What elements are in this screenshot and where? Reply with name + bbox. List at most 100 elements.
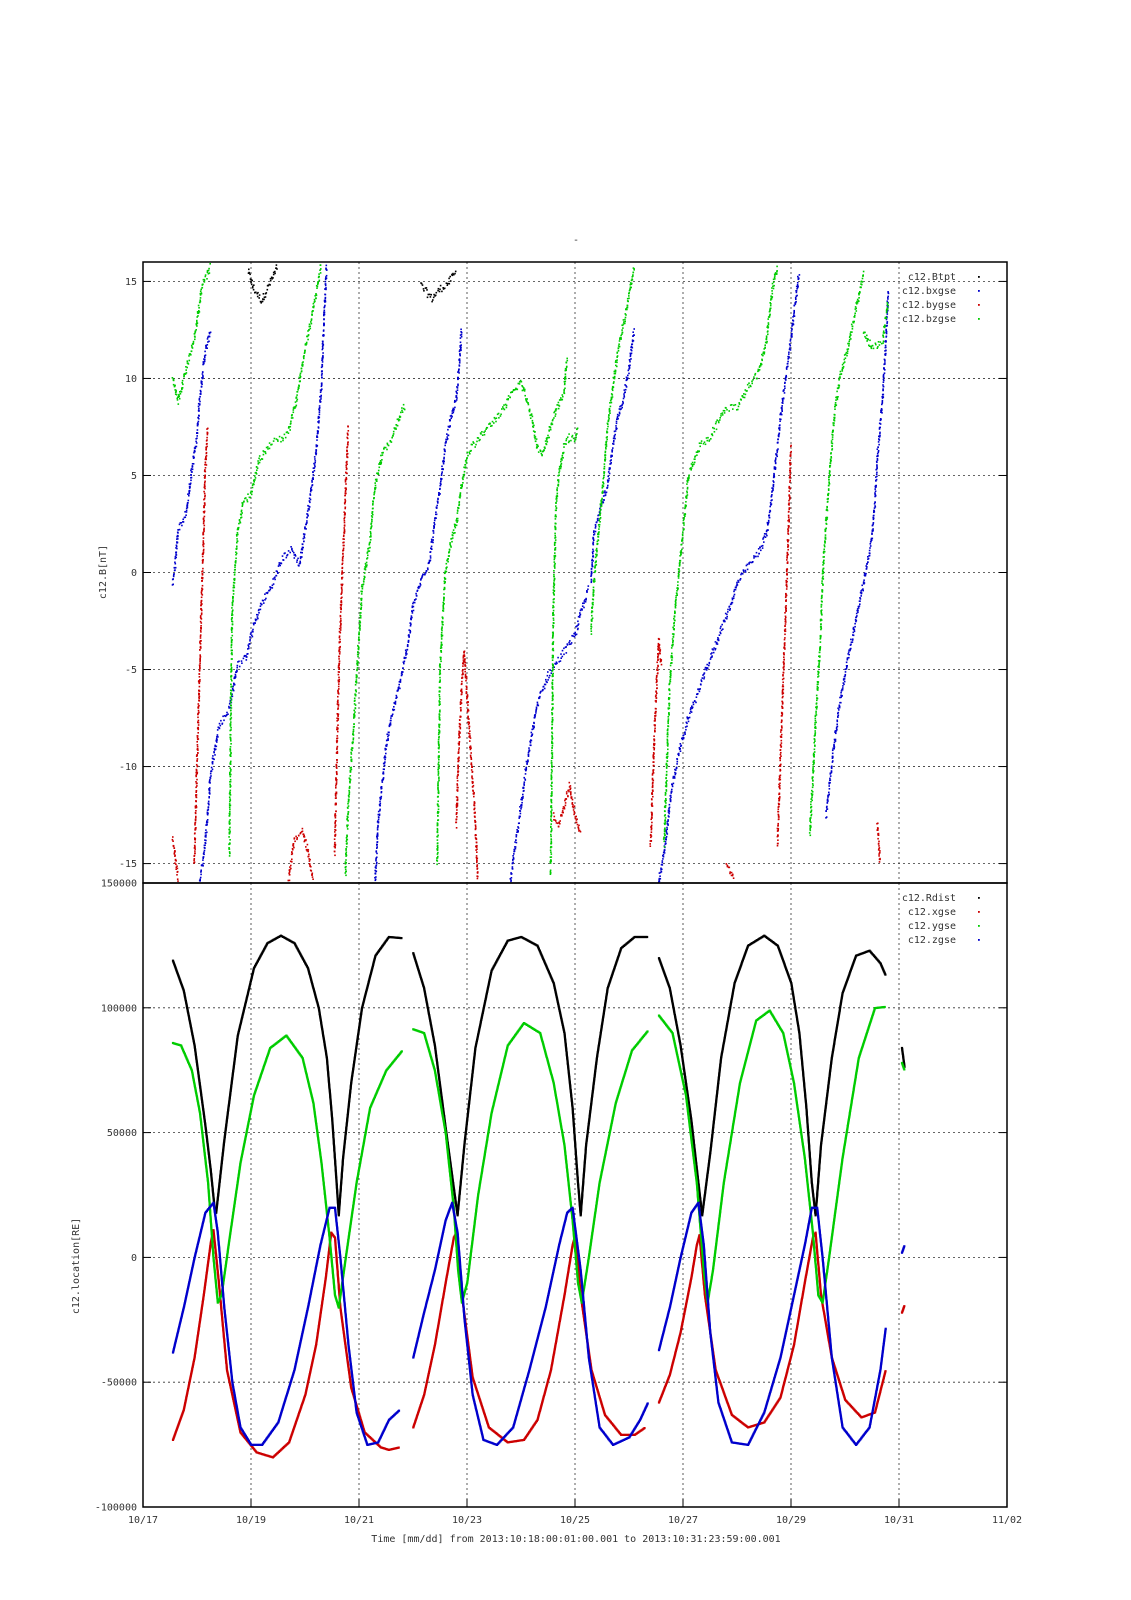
data-point <box>205 834 207 836</box>
data-point <box>458 743 460 746</box>
data-point <box>691 707 693 710</box>
data-point <box>459 334 462 336</box>
data-point <box>785 376 788 378</box>
data-point <box>781 692 784 694</box>
data-point <box>311 481 313 483</box>
data-point <box>339 645 341 648</box>
data-point <box>196 778 198 781</box>
data-point <box>443 456 445 459</box>
data-point <box>881 393 884 396</box>
data-point <box>205 451 208 454</box>
data-point <box>859 603 861 605</box>
data-point <box>650 798 653 800</box>
data-point <box>537 704 540 707</box>
data-point <box>308 323 311 326</box>
data-point <box>739 578 742 580</box>
data-point <box>399 678 402 681</box>
data-point <box>655 679 658 681</box>
data-point <box>290 861 293 863</box>
data-point <box>785 588 788 590</box>
data-point <box>352 737 355 739</box>
data-point <box>214 744 216 747</box>
data-point <box>590 567 593 570</box>
data-point <box>292 409 295 411</box>
data-point <box>252 630 254 633</box>
data-point <box>779 753 782 756</box>
data-point <box>705 669 708 671</box>
data-point <box>474 837 477 839</box>
data-point <box>346 817 349 820</box>
data-point <box>343 544 345 547</box>
data-point <box>229 808 231 811</box>
data-point <box>476 861 478 864</box>
data-point <box>197 405 200 408</box>
data-point <box>338 660 341 662</box>
data-point <box>307 850 309 853</box>
data-point <box>301 547 303 550</box>
data-point <box>348 798 350 801</box>
data-point <box>792 316 794 318</box>
data-point <box>264 452 267 455</box>
data-point <box>202 517 205 519</box>
data-point <box>171 838 174 841</box>
data-point <box>458 725 461 728</box>
data-point <box>745 564 748 567</box>
data-point <box>615 422 618 425</box>
data-point <box>788 502 790 504</box>
data-point <box>836 720 839 723</box>
data-point <box>521 801 523 804</box>
data-point <box>879 426 881 429</box>
data-point <box>625 384 627 387</box>
data-point <box>194 338 196 341</box>
data-point <box>793 309 795 312</box>
data-point <box>322 330 325 332</box>
data-point <box>592 548 594 551</box>
data-point <box>790 450 792 453</box>
data-point <box>518 822 520 824</box>
data-point <box>431 300 433 303</box>
data-point <box>843 680 846 683</box>
data-point <box>510 879 512 881</box>
data-point <box>259 605 262 607</box>
data-point <box>190 468 193 470</box>
data-point <box>787 358 789 360</box>
data-point <box>214 754 216 756</box>
data-point <box>254 475 256 477</box>
data-point <box>319 264 322 266</box>
data-point <box>591 558 594 561</box>
data-point <box>441 478 443 480</box>
data-point <box>203 515 206 518</box>
data-point <box>610 462 612 464</box>
data-point <box>659 871 662 874</box>
data-point <box>533 726 535 729</box>
data-point <box>733 593 736 596</box>
data-point <box>455 818 458 821</box>
data-point <box>874 493 876 496</box>
data-point <box>447 434 450 437</box>
data-point <box>202 518 205 521</box>
data-point <box>311 479 313 482</box>
data-point <box>173 566 176 569</box>
data-point <box>218 722 221 725</box>
data-point <box>460 335 463 338</box>
data-point <box>436 857 438 859</box>
data-point <box>377 816 380 818</box>
data-point <box>468 733 471 735</box>
data-point <box>512 856 515 859</box>
data-point <box>291 550 294 553</box>
data-point <box>455 395 457 397</box>
data-point <box>459 727 462 730</box>
data-point <box>791 336 793 338</box>
data-point <box>771 491 773 493</box>
data-point <box>202 865 204 867</box>
data-point <box>374 876 376 879</box>
data-point <box>781 401 783 404</box>
data-point <box>195 827 197 829</box>
data-point <box>766 521 769 524</box>
data-point <box>335 785 337 787</box>
data-point <box>726 613 728 616</box>
data-point <box>586 590 588 592</box>
data-point <box>197 713 199 715</box>
data-point <box>616 427 618 430</box>
data-point <box>881 412 883 414</box>
